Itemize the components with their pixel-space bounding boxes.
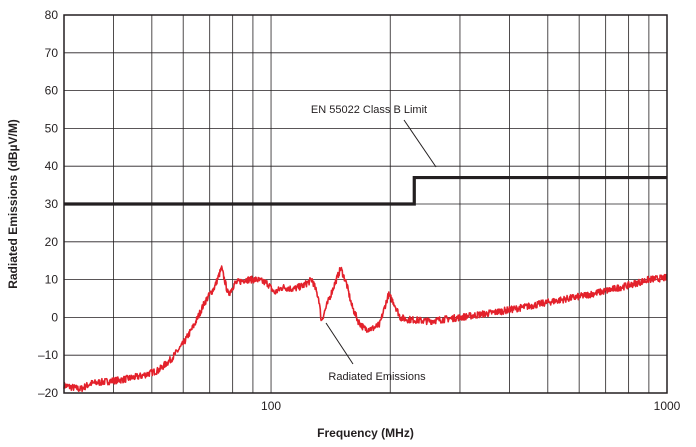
y-tick-label: –10 [38, 348, 58, 362]
tick-labels: –20 –10 0 10 20 30 40 50 60 70 80 100 1000 [38, 8, 681, 413]
y-tick-label: 50 [45, 121, 59, 135]
y-axis-title: Radiated Emissions (dBµV/M) [6, 119, 20, 289]
annotation-emissions-label: Radiated Emissions [328, 371, 426, 383]
y-tick-label: 70 [45, 46, 59, 60]
series-class-b-limit [64, 175, 667, 206]
series-layer [63, 175, 668, 393]
annotation-emissions-leader [325, 322, 354, 365]
y-tick-label: 30 [45, 197, 59, 211]
y-tick-label: 40 [45, 159, 59, 173]
y-tick-label: –20 [38, 386, 58, 400]
plot-frame [63, 14, 668, 394]
series-radiated-emissions [63, 265, 668, 393]
x-axis-title: Frequency (MHz) [317, 426, 414, 440]
grid [64, 15, 667, 393]
x-tick-label: 1000 [654, 399, 681, 413]
y-tick-label: 10 [45, 273, 59, 287]
y-tick-label: 60 [45, 84, 59, 98]
y-tick-label: 20 [45, 235, 59, 249]
y-tick-label: 0 [51, 310, 58, 324]
x-tick-label: 100 [261, 399, 281, 413]
annotations: EN 55022 Class B Limit Radiated Emissions [311, 104, 437, 383]
annotation-limit-label: EN 55022 Class B Limit [311, 104, 427, 116]
annotation-limit-leader [403, 119, 437, 168]
y-tick-label: 80 [45, 8, 59, 22]
